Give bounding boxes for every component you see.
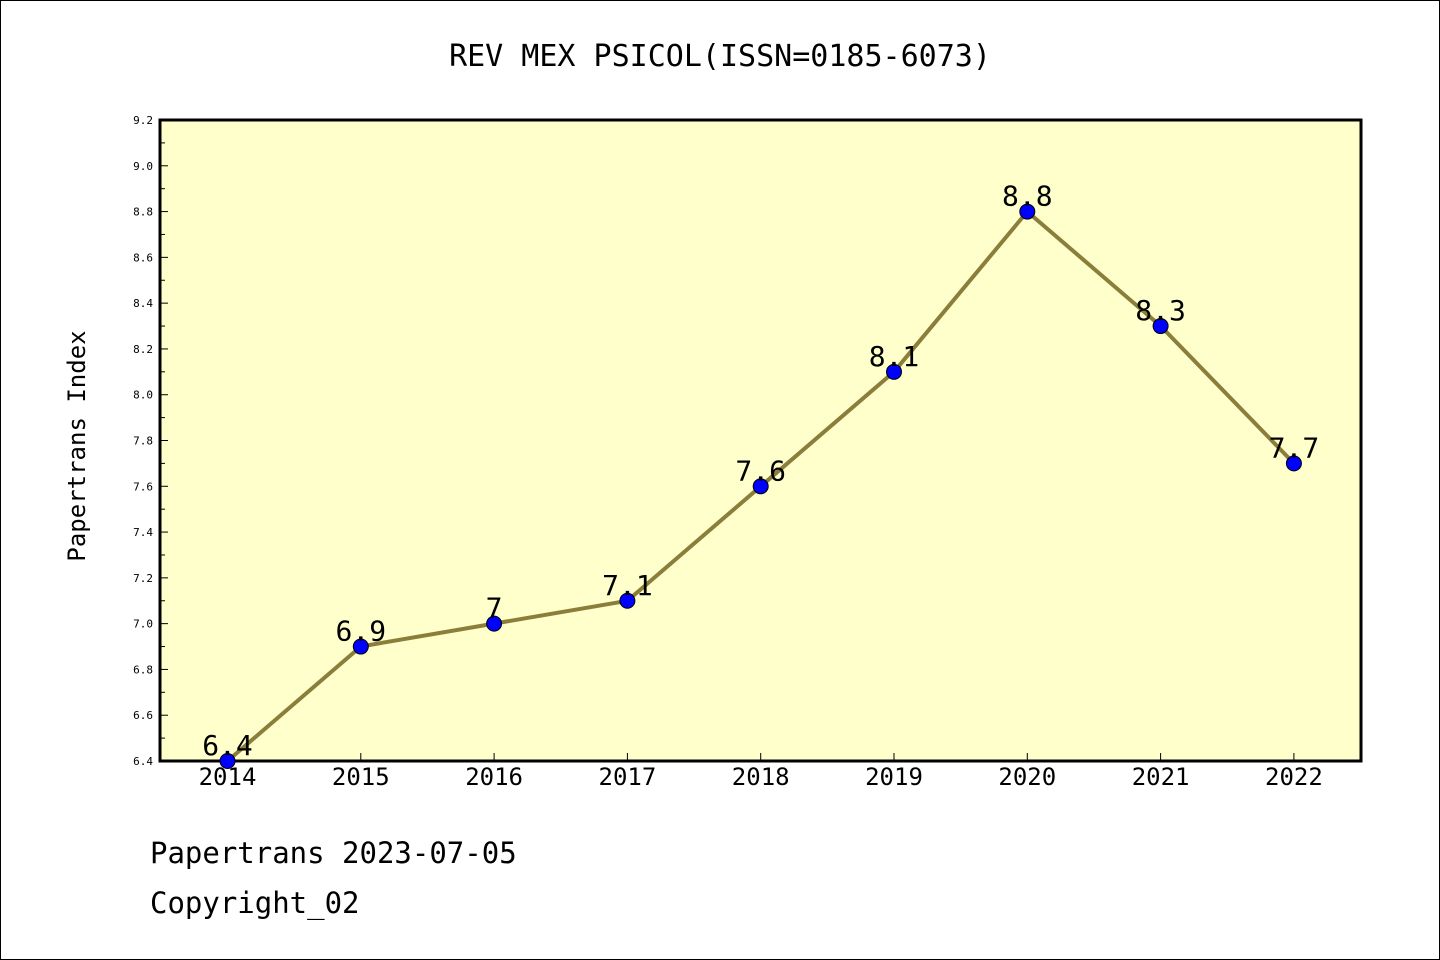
y-tick-label: 8.4 (133, 297, 153, 310)
data-labels: 6.4 6.9 7 7.1 7.6 8.1 8.8 8.3 7.7 (202, 180, 1319, 762)
chart-title: REV MEX PSICOL(ISSN=0185-6073) (449, 39, 991, 74)
data-label: 8.3 (1135, 294, 1186, 327)
data-label: 7.7 (1269, 431, 1320, 464)
y-tick-label: 6.8 (133, 663, 153, 676)
data-point (1285, 455, 1302, 472)
x-axis-ticks: 2014 2015 2016 2017 2018 2019 2020 2021 2022 (199, 753, 1323, 791)
y-tick-label: 8.6 (133, 251, 153, 264)
data-label: 7.1 (602, 569, 653, 602)
y-tick-label: 6.4 (133, 755, 153, 768)
data-point (619, 592, 636, 609)
y-tick-label: 7.6 (133, 480, 153, 493)
x-tick-label: 2015 (332, 763, 390, 791)
y-tick-label: 8.8 (133, 206, 153, 219)
y-tick-label: 7.4 (133, 526, 153, 539)
data-point (486, 615, 503, 632)
data-point (1152, 318, 1169, 335)
y-tick-label: 9.0 (133, 160, 153, 173)
x-tick-label: 2016 (465, 763, 523, 791)
data-label: 6.9 (336, 615, 387, 648)
y-tick-label: 9.2 (133, 114, 153, 127)
y-tick-label: 7.2 (133, 572, 153, 585)
data-point (886, 363, 902, 380)
data-point (219, 753, 236, 769)
y-tick-label: 8.2 (133, 343, 153, 356)
x-tick-label: 2018 (732, 763, 790, 791)
data-point (1019, 203, 1036, 220)
data-point (752, 478, 769, 495)
data-label: 7.6 (735, 454, 786, 487)
x-tick-label: 2020 (998, 763, 1056, 791)
x-tick-label: 2022 (1265, 763, 1323, 791)
data-point (352, 638, 369, 655)
data-label: 8.8 (1002, 180, 1053, 213)
data-label: 6.4 (202, 729, 253, 762)
y-tick-label: 6.6 (133, 709, 153, 722)
x-tick-label: 2019 (865, 763, 923, 791)
footer-date: Papertrans 2023-07-05 (150, 836, 517, 870)
y-tick-label: 7.0 (133, 618, 153, 631)
x-tick-label: 2017 (599, 763, 657, 791)
series-group (219, 203, 1302, 769)
y-axis-ticks: 6.4 6.6 6.8 7.0 7.2 7.4 7.6 7.8 8.0 8.2 8.4 8.6 8.8 9… (133, 114, 168, 768)
data-label: 8.1 (869, 340, 920, 373)
y-tick-label: 8.0 (133, 389, 153, 402)
y-axis-label: Papertrans Index (63, 330, 91, 561)
y-tick-label: 7.8 (133, 435, 153, 448)
x-tick-label: 2021 (1132, 763, 1190, 791)
data-label: 7 (486, 592, 503, 625)
footer-copyright: Copyright_02 (150, 886, 360, 920)
